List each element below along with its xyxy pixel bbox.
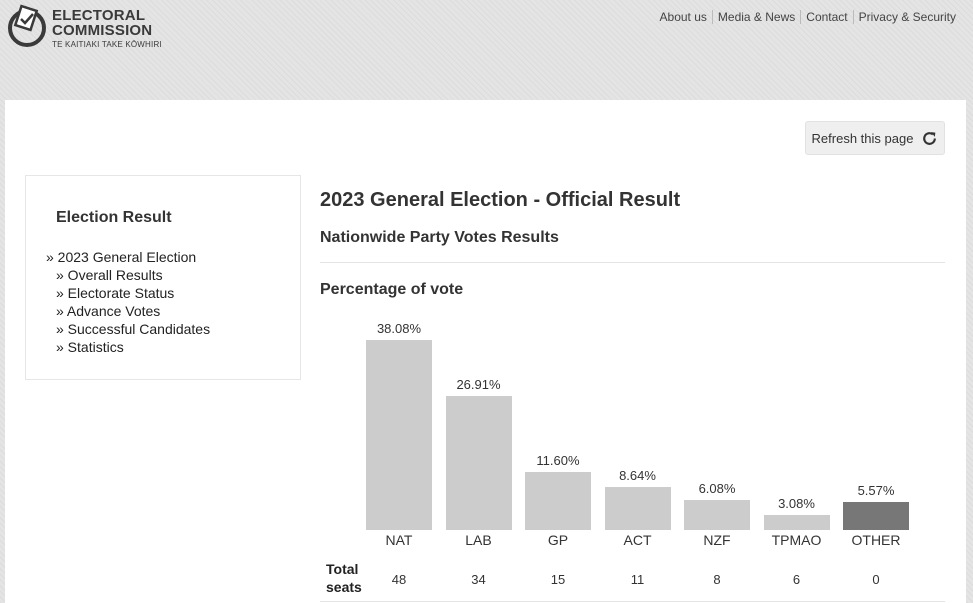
- logo-text-commission: COMMISSION: [52, 22, 153, 39]
- category-label-nzf: NZF: [703, 532, 731, 548]
- sidebar-menu: » 2023 General Election » Overall Result…: [46, 248, 210, 356]
- category-label-other: OTHER: [851, 532, 901, 548]
- value-label-nzf: 6.08%: [698, 480, 736, 496]
- sidebar: Election Result » 2023 General Election …: [25, 175, 301, 380]
- sidebar-title: Election Result: [56, 209, 172, 226]
- bar-lab: [445, 395, 512, 530]
- ballot-logo-icon: [8, 4, 46, 47]
- site-header: ELECTORAL COMMISSION TE KAITIAKI TAKE KŌ…: [0, 0, 973, 100]
- total-seats-label: Total seats: [326, 560, 362, 596]
- content-card: Refresh this page Election Result » 2023…: [5, 100, 966, 603]
- seats-value-act: 11: [630, 572, 645, 587]
- bar-nzf: [684, 499, 750, 530]
- logo-text-maori: TE KAITIAKI TAKE KŌWHIRI: [52, 40, 162, 49]
- nav-media-news[interactable]: Media & News: [711, 10, 800, 24]
- electoral-commission-logo[interactable]: ELECTORAL COMMISSION TE KAITIAKI TAKE KŌ…: [8, 4, 162, 50]
- total-seats-label-line2: seats: [326, 579, 362, 595]
- category-label-nat: NAT: [385, 532, 413, 548]
- page-title: 2023 General Election - Official Result: [320, 189, 681, 211]
- nav-about-us[interactable]: About us: [659, 10, 707, 24]
- refresh-button-label: Refresh this page: [811, 130, 914, 146]
- sidebar-item-2023-general-election[interactable]: » 2023 General Election: [46, 249, 197, 265]
- seats-value-gp: 15: [550, 572, 566, 587]
- seats-value-tpmao: 6: [792, 572, 801, 587]
- value-label-gp: 11.60%: [536, 453, 580, 469]
- sidebar-item-electorate-status[interactable]: » Electorate Status: [56, 285, 175, 301]
- party-vote-chart: 38.08% NAT 48 26.91% LAB 34 11.60% GP 15 8.64% ACT…: [320, 100, 945, 603]
- section-title: Nationwide Party Votes Results: [320, 229, 559, 246]
- category-label-gp: GP: [547, 532, 569, 548]
- bar-act: [604, 486, 671, 530]
- value-label-act: 8.64%: [619, 467, 656, 483]
- sidebar-item-successful-candidates[interactable]: » Successful Candidates: [56, 321, 211, 337]
- value-label-other: 5.57%: [857, 483, 895, 499]
- value-label-tpmao: 3.08%: [778, 495, 815, 511]
- section-divider: [320, 262, 945, 263]
- logo-text-electoral: ELECTORAL: [52, 7, 146, 24]
- category-label-act: ACT: [623, 532, 652, 548]
- chart-title: Percentage of vote: [320, 281, 464, 298]
- bar-other: [843, 502, 909, 530]
- sidebar-item-overall-results[interactable]: » Overall Results: [56, 267, 163, 283]
- category-label-tpmao: TPMAO: [771, 532, 822, 548]
- bar-gp: [525, 472, 591, 530]
- seats-value-nat: 48: [391, 572, 407, 587]
- value-label-nat: 38.08%: [376, 321, 422, 336]
- seats-value-lab: 34: [471, 572, 486, 587]
- total-seats-label-line1: Total: [326, 561, 359, 577]
- refresh-page-button[interactable]: Refresh this page: [805, 121, 945, 155]
- bar-nat: [366, 340, 432, 530]
- bar-tpmao: [763, 514, 830, 530]
- seats-value-nzf: 8: [713, 572, 721, 587]
- seats-value-other: 0: [872, 572, 880, 587]
- top-navigation: About us Media & News Contact Privacy & …: [655, 10, 961, 24]
- table-bottom-divider: [320, 601, 945, 602]
- refresh-icon: [923, 131, 937, 145]
- category-label-lab: LAB: [465, 532, 492, 548]
- sidebar-item-statistics[interactable]: » Statistics: [56, 339, 124, 355]
- value-label-lab: 26.91%: [456, 376, 501, 392]
- nav-contact[interactable]: Contact: [800, 10, 852, 24]
- nav-privacy-security[interactable]: Privacy & Security: [852, 10, 961, 24]
- sidebar-item-advance-votes[interactable]: » Advance Votes: [56, 303, 161, 319]
